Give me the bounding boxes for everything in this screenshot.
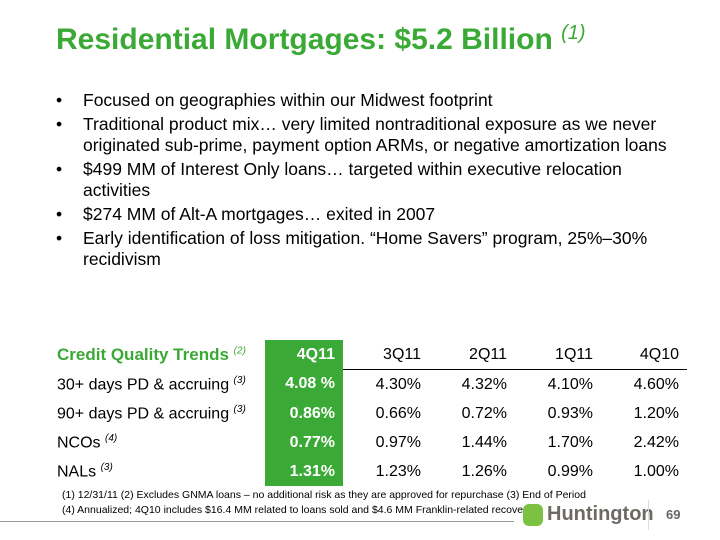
cell: 0.93% xyxy=(547,404,593,422)
table-row: 90+ days PD & accruing (3) 0.86% 0.66% 0.72… xyxy=(50,399,687,428)
column-header: 2Q11 xyxy=(429,340,515,370)
cell: 2.42% xyxy=(633,433,679,451)
row-label: NALs xyxy=(57,463,97,481)
row-label: 90+ days PD & accruing xyxy=(57,405,230,423)
bullet-item: Focused on geographies within our Midwes… xyxy=(56,90,686,111)
column-header: 3Q11 xyxy=(343,340,429,370)
cell: 0.77% xyxy=(265,428,343,457)
cell: 0.86% xyxy=(265,399,343,428)
cell: 1.23% xyxy=(375,462,421,480)
table-row: NCOs (4) 0.77% 0.97% 1.44% 1.70% 2.42% xyxy=(50,428,687,457)
table-header-row: Credit Quality Trends (2) 4Q11 3Q11 2Q11… xyxy=(50,340,687,370)
cell: 1.44% xyxy=(461,433,507,451)
cell: 4.32% xyxy=(461,375,507,393)
row-label: 30+ days PD & accruing xyxy=(57,375,230,393)
cell: 0.97% xyxy=(375,433,421,451)
cell: 4.60% xyxy=(633,375,679,393)
cell: 1.31% xyxy=(265,457,343,486)
bullet-item: $274 MM of Alt-A mortgages… exited in 20… xyxy=(56,204,686,225)
slide-title: Residential Mortgages: $5.2 Billion (1) xyxy=(56,22,586,56)
cell: 0.72% xyxy=(461,404,507,422)
row-label: NCOs xyxy=(57,434,101,452)
table-row: NALs (3) 1.31% 1.23% 1.26% 0.99% 1.00% xyxy=(50,457,687,486)
footer-separator xyxy=(648,500,649,530)
cell: 4.10% xyxy=(547,375,593,393)
bullet-item: Early identification of loss mitigation.… xyxy=(56,228,686,270)
column-header: 4Q10 xyxy=(601,340,687,370)
page-number: 69 xyxy=(666,507,681,522)
cell: 1.70% xyxy=(547,433,593,451)
cell: 4.30% xyxy=(375,375,421,393)
footer-divider xyxy=(0,521,514,522)
bullet-item: Traditional product mix… very limited no… xyxy=(56,114,686,156)
column-header: 1Q11 xyxy=(515,340,601,370)
footnote: (1) 12/31/11 (2) Excludes GNMA loans – n… xyxy=(62,489,586,501)
column-header: 4Q11 xyxy=(265,340,343,370)
credit-quality-table: Credit Quality Trends (2) 4Q11 3Q11 2Q11… xyxy=(50,340,687,486)
cell: 0.99% xyxy=(547,462,593,480)
cell: 1.26% xyxy=(461,462,507,480)
huntington-logo: Huntington xyxy=(523,503,654,526)
cell: 0.66% xyxy=(375,404,421,422)
footnote: (4) Annualized; 4Q10 includes $16.4 MM r… xyxy=(62,504,532,516)
bullet-item: $499 MM of Interest Only loans… targeted… xyxy=(56,159,686,201)
cell: 4.08 % xyxy=(265,369,343,399)
table-title: Credit Quality Trends xyxy=(57,344,229,364)
table-row: 30+ days PD & accruing (3) 4.08 % 4.30% 4.3… xyxy=(50,369,687,399)
cell: 1.00% xyxy=(633,462,679,480)
cell: 1.20% xyxy=(633,404,679,422)
bullet-list: Focused on geographies within our Midwes… xyxy=(56,90,686,273)
logo-mark-icon xyxy=(523,503,543,526)
